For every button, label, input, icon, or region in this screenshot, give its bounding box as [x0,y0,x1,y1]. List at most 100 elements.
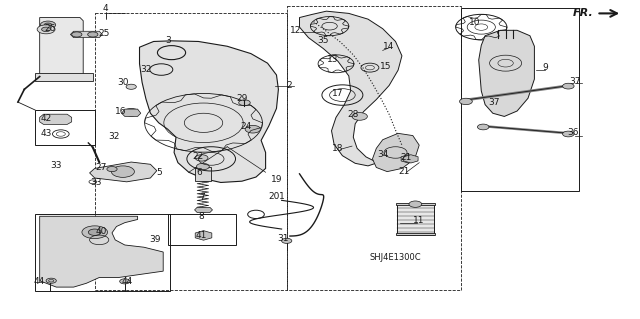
Circle shape [460,98,472,105]
Text: 15: 15 [380,62,391,71]
Bar [396,203,435,205]
Text: 13: 13 [327,55,339,63]
Circle shape [124,108,139,116]
Text: 26: 26 [44,24,56,33]
Circle shape [282,238,292,243]
Text: 16: 16 [115,107,126,115]
Text: 24: 24 [241,122,252,130]
Circle shape [107,167,117,172]
Text: 33: 33 [51,161,62,170]
Text: 25: 25 [98,29,109,38]
Circle shape [239,100,250,106]
Text: 39: 39 [149,235,161,244]
Text: 31: 31 [277,234,289,243]
Text: 37: 37 [569,77,580,86]
Polygon shape [35,73,93,81]
Circle shape [563,83,574,89]
Bar [95,13,287,290]
Text: 22: 22 [193,152,204,161]
Text: 7: 7 [199,193,204,202]
Circle shape [88,229,101,235]
Circle shape [120,279,130,284]
Circle shape [477,124,489,130]
Text: 30: 30 [117,78,129,87]
Polygon shape [300,11,402,166]
Text: 27: 27 [95,163,107,172]
Polygon shape [40,216,163,287]
Bar [461,8,579,191]
Polygon shape [401,155,415,163]
Polygon shape [40,18,83,77]
Circle shape [37,25,55,34]
Text: 8: 8 [199,212,204,221]
Text: 42: 42 [40,114,52,122]
Text: 14: 14 [383,42,395,51]
Text: 5: 5 [156,168,161,177]
Text: 37: 37 [488,98,500,107]
Bar [195,167,211,181]
Polygon shape [122,109,141,116]
Text: 9: 9 [543,63,548,72]
Text: 28: 28 [348,110,359,119]
Text: 19: 19 [271,175,282,184]
Polygon shape [195,231,212,240]
Text: 43: 43 [40,129,52,138]
Bar [396,233,435,235]
Bar [287,6,461,290]
Text: 44: 44 [121,277,132,286]
Text: 10: 10 [469,18,481,27]
Text: 3: 3 [165,36,170,45]
Circle shape [195,155,208,161]
Text: 18: 18 [332,144,344,153]
Text: 40: 40 [95,227,107,236]
Circle shape [409,201,422,207]
Text: 44: 44 [34,277,45,286]
Text: 2: 2 [287,81,292,90]
Text: 32: 32 [108,132,120,141]
Circle shape [126,84,136,89]
Text: 35: 35 [317,36,329,45]
Text: 34: 34 [377,150,388,159]
Text: SHJ4E1300C: SHJ4E1300C [370,253,421,262]
Text: 33: 33 [90,178,102,187]
Polygon shape [195,207,212,212]
Text: 4: 4 [103,4,108,13]
Circle shape [49,116,60,122]
Bar [35,214,170,291]
Text: 36: 36 [567,128,579,137]
Polygon shape [70,31,102,38]
Circle shape [44,23,52,27]
Circle shape [88,32,98,37]
Circle shape [245,125,260,133]
Bar [168,214,236,245]
Polygon shape [372,133,419,172]
Polygon shape [140,41,278,182]
Text: 29: 29 [236,94,248,103]
Text: 41: 41 [196,231,207,240]
Polygon shape [404,155,418,163]
Circle shape [82,226,108,239]
Text: 17: 17 [332,89,344,98]
Text: 32: 32 [140,65,152,74]
Circle shape [352,113,367,120]
Polygon shape [479,30,534,116]
Polygon shape [40,114,72,124]
Circle shape [40,21,56,29]
Text: 21: 21 [401,153,412,162]
Circle shape [196,163,209,170]
Circle shape [111,166,134,177]
Text: 12: 12 [290,26,301,35]
Text: 1: 1 [279,192,284,201]
Bar [397,204,434,235]
Polygon shape [90,162,157,182]
Text: 21: 21 [399,167,410,176]
Text: 20: 20 [268,192,280,201]
Circle shape [72,32,82,37]
Text: FR.: FR. [573,8,594,19]
Text: 11: 11 [413,216,425,225]
Circle shape [46,278,56,283]
Bar [35,110,95,145]
Circle shape [42,27,51,32]
Circle shape [563,131,574,137]
Text: 6: 6 [197,168,202,177]
